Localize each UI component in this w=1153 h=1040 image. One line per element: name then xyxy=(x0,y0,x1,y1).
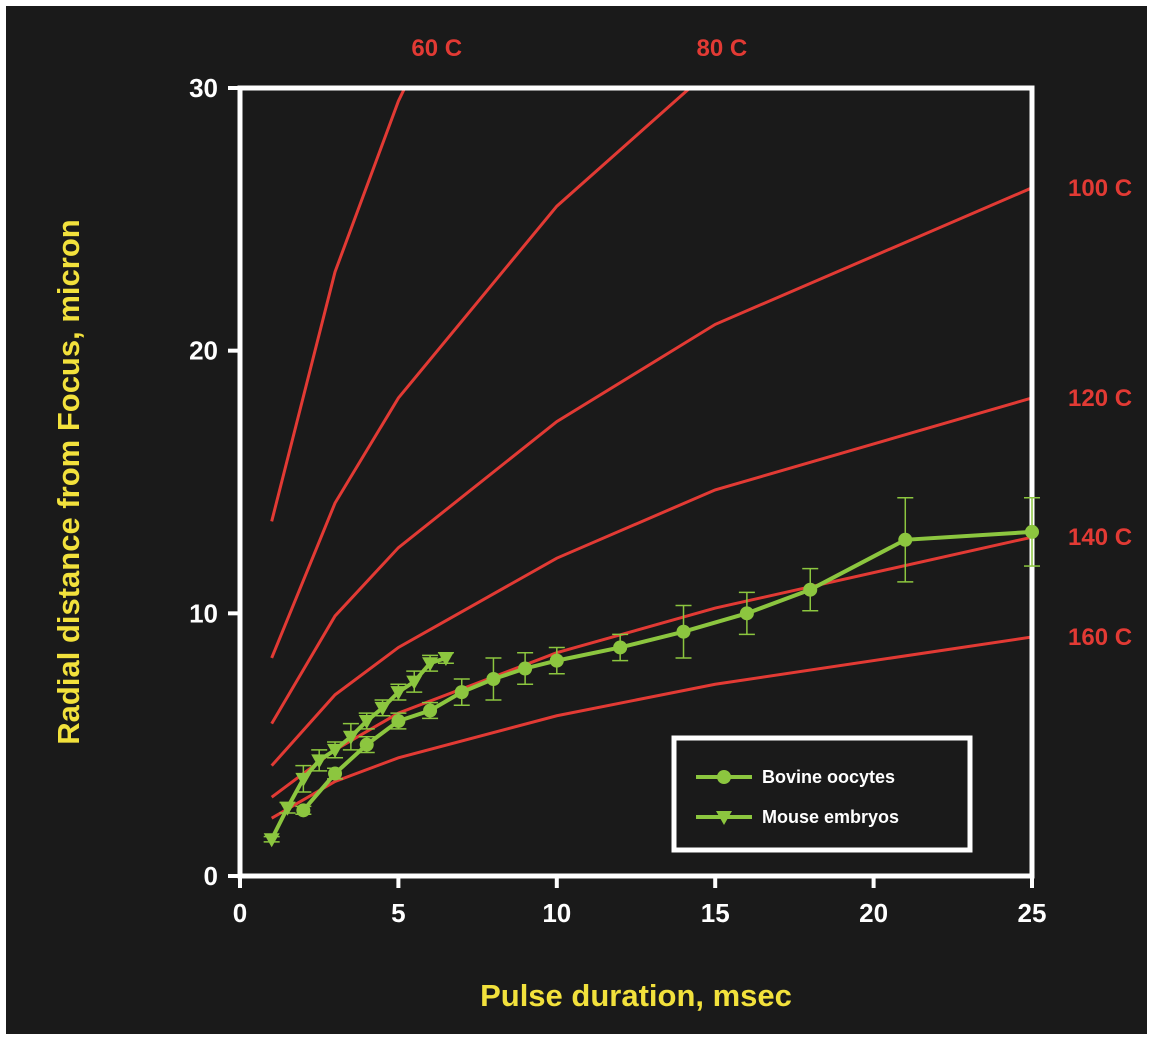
legend-swatch-marker xyxy=(716,811,732,825)
data-point xyxy=(613,640,628,655)
data-point xyxy=(295,772,312,787)
isotherm-60-c xyxy=(270,88,407,522)
labels: Pulse duration, msec Radial distance from… xyxy=(51,35,1132,1013)
data-point xyxy=(296,803,311,818)
data-point xyxy=(406,675,423,690)
data-point xyxy=(486,672,501,686)
y-axis-title: Radial distance from Focus, micron xyxy=(51,219,86,744)
data-point xyxy=(311,754,328,769)
data-point xyxy=(358,715,375,730)
data-point xyxy=(422,657,439,672)
series-mouse-embryos xyxy=(263,651,454,848)
series-bovine-oocytes xyxy=(295,497,1040,818)
data-point xyxy=(327,743,344,758)
x-tick-label: 10 xyxy=(542,898,571,928)
isotherm-80-c xyxy=(270,88,691,659)
x-tick-label: 15 xyxy=(701,898,730,928)
isotherm-label-60-c: 60 C xyxy=(411,35,462,62)
data-point xyxy=(1025,524,1039,539)
data-point xyxy=(518,661,533,676)
plot-border xyxy=(237,85,1035,879)
isotherm-120-c xyxy=(270,396,1032,767)
legend-swatch-marker xyxy=(717,770,731,784)
data-point xyxy=(803,582,818,597)
x-axis-title: Pulse duration, msec xyxy=(480,978,792,1013)
chart-svg: 0 5 10 15 20 25 0 10 20 30 Pulse duration, msec Ra… xyxy=(51,35,1132,1013)
isotherm-label-160-c: 160 C xyxy=(1068,624,1132,651)
x-tick-label: 25 xyxy=(1018,898,1047,928)
axes: 0 5 10 15 20 25 0 10 20 30 xyxy=(189,73,1046,928)
data-point xyxy=(390,686,407,701)
data-point xyxy=(359,737,374,752)
x-tick-label: 0 xyxy=(233,898,247,928)
data-point xyxy=(898,532,913,547)
data-series xyxy=(263,497,1040,848)
data-point xyxy=(676,624,691,639)
legend-label: Mouse embryos xyxy=(762,807,899,827)
isotherm-100-c xyxy=(270,186,1032,725)
y-tick-label: 10 xyxy=(189,598,218,628)
y-tick-label: 20 xyxy=(189,336,218,366)
chart-frame: 0 5 10 15 20 25 0 10 20 30 Pulse duration, msec Ra… xyxy=(6,6,1147,1034)
isotherm-label-120-c: 120 C xyxy=(1068,385,1132,412)
data-point xyxy=(423,703,438,718)
data-point xyxy=(391,714,406,729)
legend-label: Bovine oocytes xyxy=(762,767,895,787)
isotherm-label-100-c: 100 C xyxy=(1068,175,1132,202)
data-point xyxy=(549,653,564,668)
y-tick-label: 0 xyxy=(204,861,218,891)
x-tick-label: 5 xyxy=(391,898,405,928)
data-point xyxy=(437,651,454,666)
data-point xyxy=(374,701,391,716)
x-tick-label: 20 xyxy=(859,898,888,928)
data-point xyxy=(328,766,343,781)
data-point xyxy=(454,685,469,700)
legend-box xyxy=(671,735,973,853)
isotherm-label-80-c: 80 C xyxy=(697,35,748,62)
data-point xyxy=(279,801,296,816)
data-point xyxy=(263,833,280,848)
isotherm-label-140-c: 140 C xyxy=(1068,524,1132,551)
data-point xyxy=(739,606,754,621)
data-point xyxy=(342,730,359,745)
legend: Bovine oocytes Mouse embryos xyxy=(671,735,973,853)
y-tick-label: 30 xyxy=(189,73,218,103)
